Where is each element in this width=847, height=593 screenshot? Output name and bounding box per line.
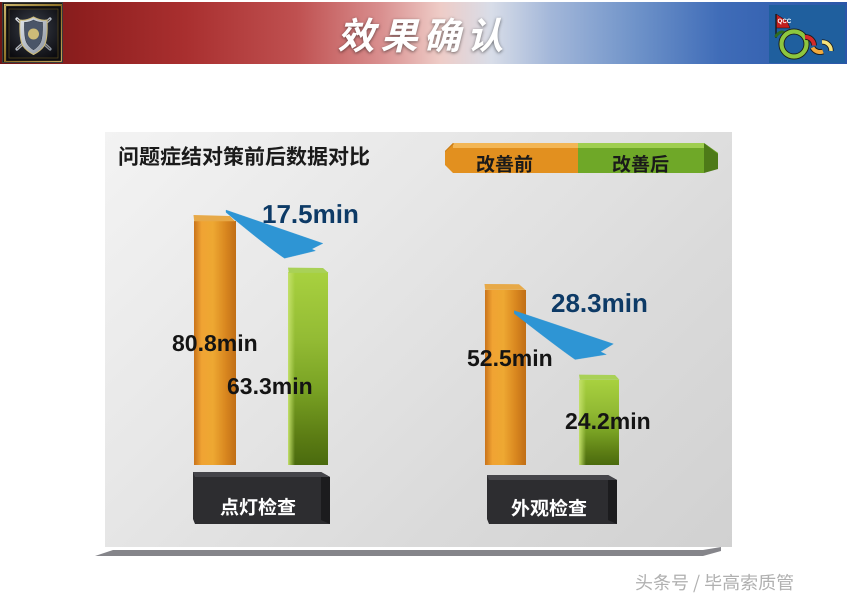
svg-text:QCC: QCC bbox=[778, 18, 792, 25]
